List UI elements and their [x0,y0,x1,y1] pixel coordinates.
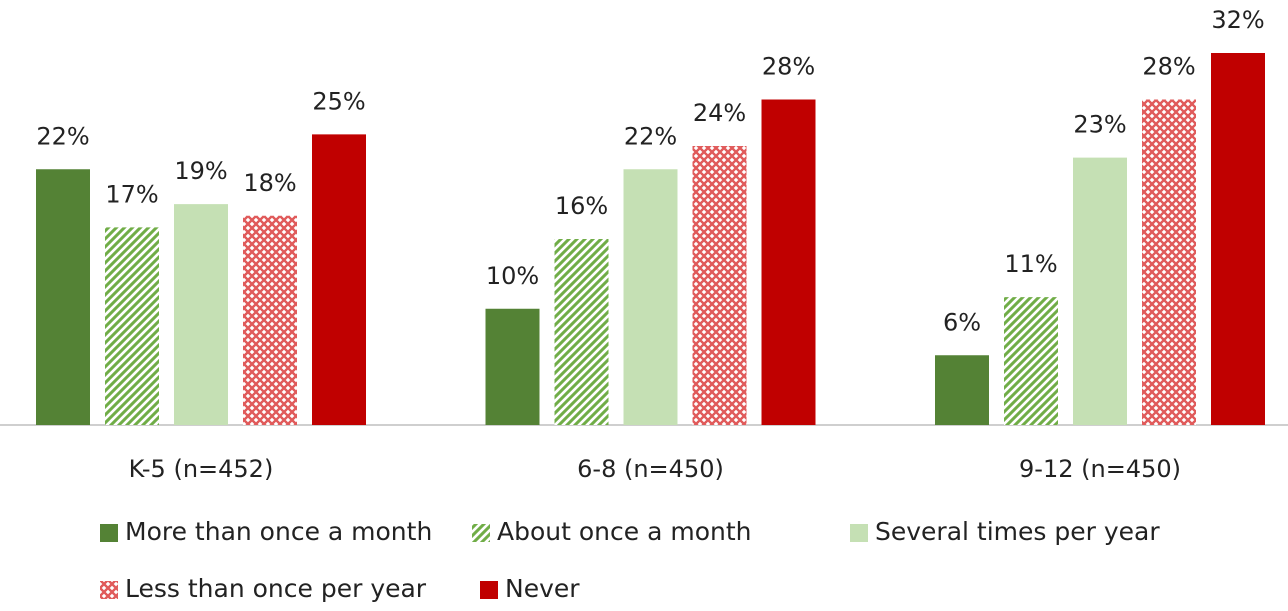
data-label: 22% [624,122,677,150]
bar [243,215,297,425]
bar [623,169,678,425]
bar [174,204,228,425]
legend-swatch [472,524,490,542]
bar [36,169,90,425]
legend-label: Several times per year [875,517,1160,546]
data-label: 10% [486,262,539,290]
data-label: 28% [762,53,815,81]
legend-label: Never [505,574,580,603]
x-tick-label: 6-8 (n=450) [577,455,724,483]
legend-label: Less than once per year [125,574,427,603]
bar [1211,53,1265,425]
legend-label: About once a month [497,517,751,546]
data-label: 18% [243,169,296,197]
data-label: 28% [1142,53,1195,81]
bar [692,146,747,425]
bar [485,308,540,425]
bar [935,355,989,425]
bar [1142,99,1196,425]
data-label: 17% [105,180,158,208]
data-label: 16% [555,192,608,220]
bar [1004,297,1058,425]
data-label: 22% [36,122,89,150]
data-label: 25% [312,87,365,115]
data-label: 32% [1211,6,1264,34]
data-label: 19% [174,157,227,185]
legend-swatch [100,581,118,599]
data-label: 6% [943,308,981,336]
data-label: 11% [1004,250,1057,278]
data-label: 23% [1073,111,1126,139]
bar [312,134,366,425]
x-tick-label: 9-12 (n=450) [1019,455,1181,483]
bar [554,239,609,425]
bar [761,99,816,425]
legend-swatch [480,581,498,599]
bar [105,227,159,425]
legend-label: More than once a month [125,517,432,546]
legend-swatch [850,524,868,542]
data-label: 24% [693,99,746,127]
x-tick-label: K-5 (n=452) [129,455,274,483]
bar [1073,157,1127,425]
legend-swatch [100,524,118,542]
